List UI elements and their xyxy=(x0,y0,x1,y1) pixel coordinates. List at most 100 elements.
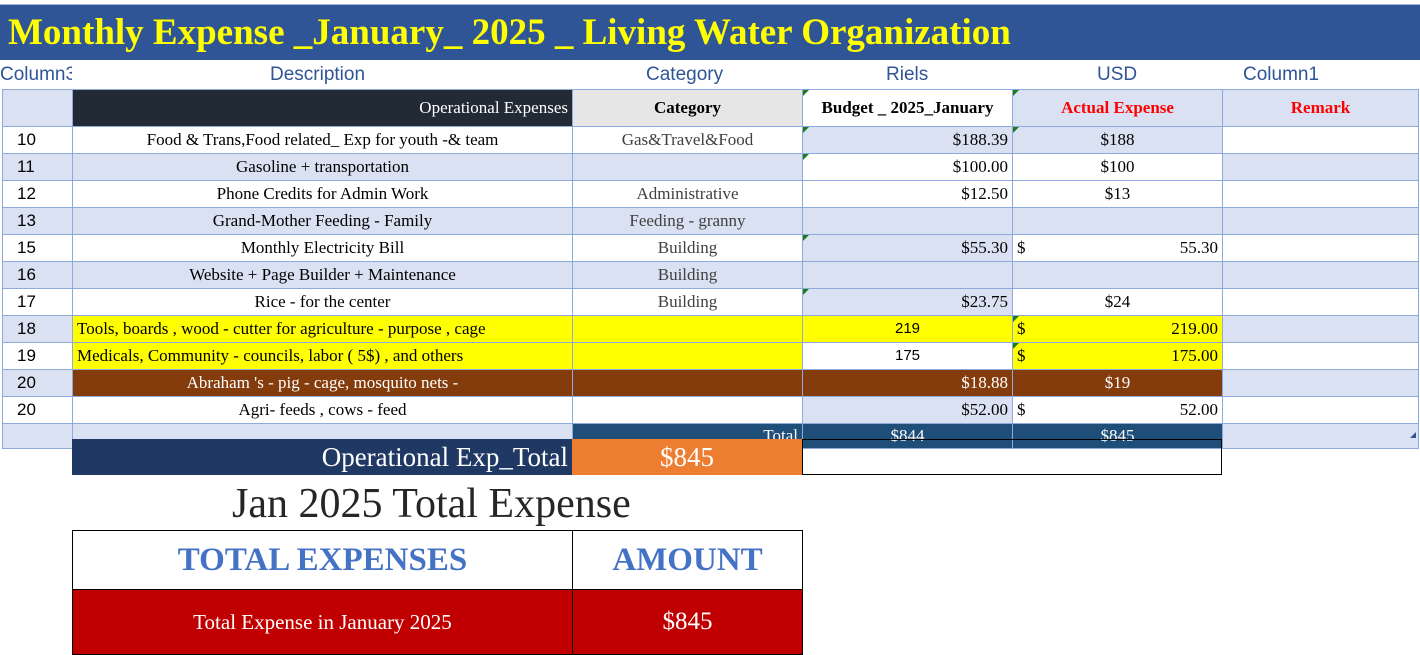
actual-cell[interactable]: $175.00 xyxy=(1012,342,1223,370)
row-number-cell[interactable]: 15 xyxy=(2,234,73,262)
table-row: 11 Gasoline + transportation $100.00 $10… xyxy=(2,153,1419,181)
expense-table: Operational Expenses Category Budget _ 2… xyxy=(2,89,1419,449)
table-row: 19 Medicals, Community - councils, labor… xyxy=(2,342,1419,370)
category-cell[interactable] xyxy=(572,315,803,343)
remark-cell[interactable] xyxy=(1222,153,1419,181)
remark-cell[interactable] xyxy=(1222,234,1419,262)
category-cell[interactable]: Administrative xyxy=(572,180,803,208)
actual-cell[interactable]: $13 xyxy=(1012,180,1223,208)
summary-table: TOTAL EXPENSES AMOUNT Total Expense in J… xyxy=(72,530,803,655)
description-cell[interactable]: Abraham 's - pig - cage, mosquito nets - xyxy=(72,369,573,397)
budget-cell[interactable]: $12.50 xyxy=(802,180,1013,208)
budget-cell[interactable] xyxy=(802,261,1013,289)
column-header-usd[interactable]: USD xyxy=(1097,64,1138,85)
budget-cell[interactable]: $100.00 xyxy=(802,153,1013,181)
description-cell[interactable]: Website + Page Builder + Maintenance xyxy=(72,261,573,289)
actual-cell[interactable]: $55.30 xyxy=(1012,234,1223,262)
summary-row-value[interactable]: $845 xyxy=(572,589,803,655)
description-cell[interactable]: Rice - for the center xyxy=(72,288,573,316)
actual-cell[interactable]: $52.00 xyxy=(1012,396,1223,424)
currency-symbol: $ xyxy=(1017,346,1026,365)
row-number-cell[interactable]: 18 xyxy=(2,315,73,343)
remark-cell[interactable] xyxy=(1222,342,1419,370)
summary-header-total-expenses[interactable]: TOTAL EXPENSES xyxy=(72,530,573,590)
operational-total-value[interactable]: $845 xyxy=(572,439,802,475)
budget-cell[interactable]: $18.88 xyxy=(802,369,1013,397)
header-category-cell[interactable]: Category xyxy=(572,89,803,127)
header-num-cell[interactable] xyxy=(2,89,73,127)
budget-cell[interactable] xyxy=(802,207,1013,235)
budget-cell[interactable]: $52.00 xyxy=(802,396,1013,424)
row-number-cell[interactable]: 19 xyxy=(2,342,73,370)
remark-cell[interactable] xyxy=(1222,126,1419,154)
column-header-column1[interactable]: Column1 xyxy=(1243,64,1320,85)
remark-cell[interactable] xyxy=(1222,369,1419,397)
table-row: 12 Phone Credits for Admin Work Administ… xyxy=(2,180,1419,208)
total-remark-cell[interactable] xyxy=(1222,423,1419,449)
header-remark-cell[interactable]: Remark xyxy=(1222,89,1419,127)
summary-header-amount[interactable]: AMOUNT xyxy=(572,530,803,590)
table-row: 13 Grand-Mother Feeding - Family Feeding… xyxy=(2,207,1419,235)
description-cell[interactable]: Phone Credits for Admin Work xyxy=(72,180,573,208)
remark-cell[interactable] xyxy=(1222,207,1419,235)
title-bar xyxy=(0,4,1420,60)
operational-total-label[interactable]: Operational Exp_Total xyxy=(72,439,572,475)
header-description-cell[interactable]: Operational Expenses xyxy=(72,89,573,127)
remark-cell[interactable] xyxy=(1222,396,1419,424)
table-header-row: Operational Expenses Category Budget _ 2… xyxy=(2,89,1419,127)
summary-row-label[interactable]: Total Expense in January 2025 xyxy=(72,589,573,655)
description-cell[interactable]: Food & Trans,Food related_ Exp for youth… xyxy=(72,126,573,154)
column-header-column3[interactable]: Column3 xyxy=(0,64,72,85)
actual-amount: 175.00 xyxy=(1171,346,1218,365)
total-num-cell[interactable] xyxy=(2,423,73,449)
description-cell[interactable]: Medicals, Community - councils, labor ( … xyxy=(72,342,573,370)
column-header-description[interactable]: Description xyxy=(270,64,366,85)
row-number-cell[interactable]: 10 xyxy=(2,126,73,154)
budget-cell[interactable]: $55.30 xyxy=(802,234,1013,262)
row-number-cell[interactable]: 12 xyxy=(2,180,73,208)
description-cell[interactable]: Gasoline + transportation xyxy=(72,153,573,181)
category-cell[interactable] xyxy=(572,153,803,181)
actual-cell[interactable]: $188 xyxy=(1012,126,1223,154)
category-cell[interactable] xyxy=(572,396,803,424)
remark-cell[interactable] xyxy=(1222,261,1419,289)
category-cell[interactable]: Building xyxy=(572,288,803,316)
actual-cell[interactable] xyxy=(1012,261,1223,289)
budget-cell[interactable]: 219 xyxy=(802,315,1013,343)
category-cell[interactable]: Building xyxy=(572,234,803,262)
row-number-cell[interactable]: 20 xyxy=(2,396,73,424)
actual-cell[interactable] xyxy=(1012,207,1223,235)
actual-cell[interactable]: $24 xyxy=(1012,288,1223,316)
row-number-cell[interactable]: 16 xyxy=(2,261,73,289)
budget-cell[interactable]: $23.75 xyxy=(802,288,1013,316)
budget-cell[interactable]: $188.39 xyxy=(802,126,1013,154)
header-budget-cell[interactable]: Budget _ 2025_January xyxy=(802,89,1013,127)
category-cell[interactable] xyxy=(572,342,803,370)
actual-cell[interactable]: $219.00 xyxy=(1012,315,1223,343)
budget-cell[interactable]: 175 xyxy=(802,342,1013,370)
remark-cell[interactable] xyxy=(1222,315,1419,343)
description-cell[interactable]: Grand-Mother Feeding - Family xyxy=(72,207,573,235)
header-actual-cell[interactable]: Actual Expense xyxy=(1012,89,1223,127)
category-cell[interactable]: Gas&Travel&Food xyxy=(572,126,803,154)
remark-cell[interactable] xyxy=(1222,288,1419,316)
category-cell[interactable]: Building xyxy=(572,261,803,289)
total-budget-cell[interactable]: $844 xyxy=(802,423,1013,449)
row-number-cell[interactable]: 13 xyxy=(2,207,73,235)
row-number-cell[interactable]: 11 xyxy=(2,153,73,181)
table-resize-handle[interactable] xyxy=(1410,432,1416,438)
description-cell[interactable]: Agri- feeds , cows - feed xyxy=(72,396,573,424)
column-header-riels[interactable]: Riels xyxy=(886,64,929,85)
actual-cell[interactable]: $100 xyxy=(1012,153,1223,181)
remark-cell[interactable] xyxy=(1222,180,1419,208)
description-cell[interactable]: Tools, boards , wood - cutter for agricu… xyxy=(72,315,573,343)
row-number-cell[interactable]: 20 xyxy=(2,369,73,397)
actual-cell[interactable]: $19 xyxy=(1012,369,1223,397)
category-cell[interactable]: Feeding - granny xyxy=(572,207,803,235)
description-cell[interactable]: Monthly Electricity Bill xyxy=(72,234,573,262)
row-number-cell[interactable]: 17 xyxy=(2,288,73,316)
category-cell[interactable] xyxy=(572,369,803,397)
operational-total-empty-cell[interactable] xyxy=(802,439,1222,475)
total-actual-cell[interactable]: $845 xyxy=(1012,423,1223,449)
column-header-category[interactable]: Category xyxy=(646,64,724,85)
